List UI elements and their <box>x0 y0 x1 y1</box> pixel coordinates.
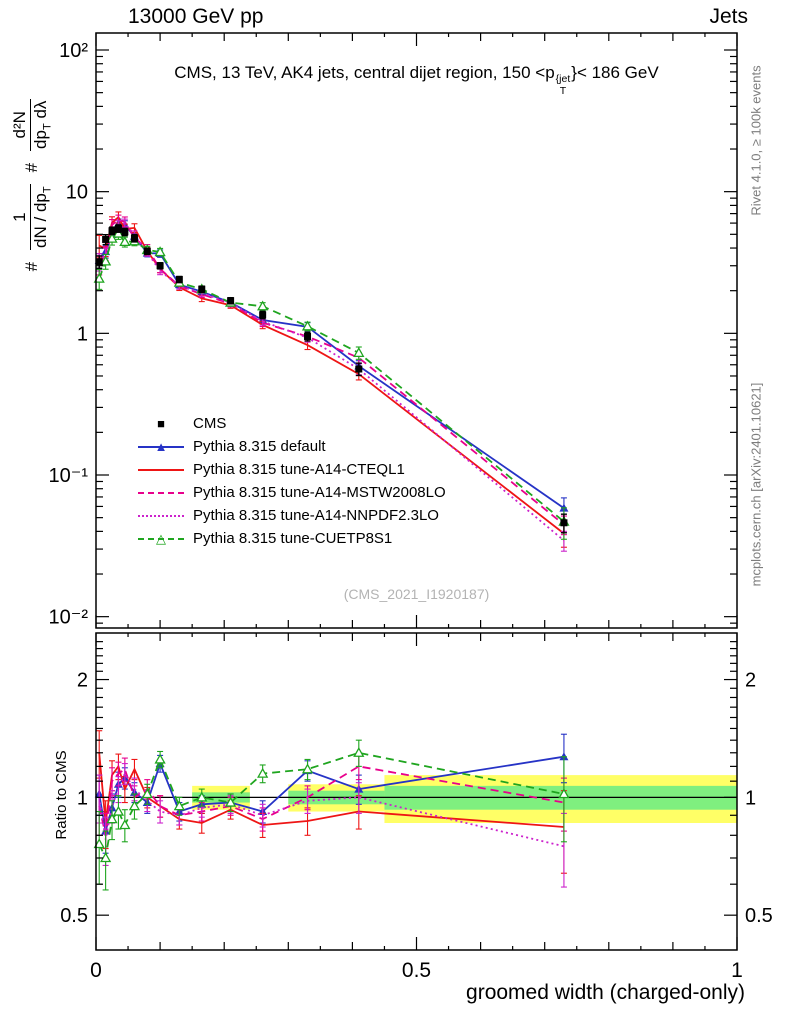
cuetp8s1-swatch: △ <box>138 531 184 547</box>
svg-text:10: 10 <box>66 182 88 204</box>
cms-marker-swatch: ■ <box>138 416 184 432</box>
ylabel-fraction-1: 1 dN / dpT <box>10 184 54 250</box>
legend: ■ CMS ▲ Pythia 8.315 default Pythia 8.31… <box>138 412 446 550</box>
plot-title-pre: CMS, 13 TeV, AK4 jets, central dijet reg… <box>174 63 555 82</box>
legend-line-icon <box>138 445 184 448</box>
beam-energy-label: 13000 GeV pp <box>128 5 264 28</box>
ylabel-den1-text: dN / dp <box>30 193 50 248</box>
svg-text:1: 1 <box>745 787 756 809</box>
legend-line-icon <box>138 537 184 540</box>
svg-text:10⁻¹: 10⁻¹ <box>49 465 89 487</box>
ylabel-den2-sub: T <box>41 123 54 131</box>
ylabel-hash-1: # <box>22 261 41 272</box>
a14-mstw2008lo-swatch <box>138 485 184 501</box>
ylabel-denominator-2: dpT dλ <box>29 98 54 151</box>
svg-text:0.5: 0.5 <box>745 905 773 927</box>
svg-text:10⁻²: 10⁻² <box>49 607 89 629</box>
legend-entry-pythia-default: ▲ Pythia 8.315 default <box>138 435 446 458</box>
svg-text:10²: 10² <box>59 40 88 62</box>
rivet-version-note: Rivet 4.1.0, ≥ 100k events <box>748 65 764 216</box>
legend-entry-cuetp8s1: △ Pythia 8.315 tune-CUETP8S1 <box>138 527 446 550</box>
svg-text:0.5: 0.5 <box>60 905 88 927</box>
a14-nnpdf23lo-swatch <box>138 508 184 524</box>
pythia-default-swatch: ▲ <box>138 439 184 455</box>
svg-text:0.5: 0.5 <box>402 959 431 982</box>
x-axis-title: groomed width (charged-only) <box>466 981 745 1004</box>
svg-text:2: 2 <box>77 670 88 692</box>
legend-entry-a14-nnpdf23lo: Pythia 8.315 tune-A14-NNPDF2.3LO <box>138 504 446 527</box>
plot-title-post: }< 186 GeV <box>571 63 659 82</box>
ylabel-den2-text2: dλ <box>30 100 50 124</box>
svg-text:1: 1 <box>77 787 88 809</box>
legend-entry-a14-mstw2008lo: Pythia 8.315 tune-A14-MSTW2008LO <box>138 481 446 504</box>
legend-label-pythia-default: Pythia 8.315 default <box>193 438 326 455</box>
analysis-id-watermark: (CMS_2021_I1920187) <box>343 586 490 602</box>
svg-text:0: 0 <box>90 959 102 982</box>
pt-jet-supsub: {jet T <box>556 74 571 96</box>
square-marker-icon: ■ <box>157 415 165 431</box>
legend-entry-cms: ■ CMS <box>138 412 446 435</box>
plot-title-sub: T <box>559 84 567 97</box>
svg-text:1: 1 <box>731 959 743 982</box>
legend-label-cuetp8s1: Pythia 8.315 tune-CUETP8S1 <box>193 530 393 547</box>
ylabel-numerator-1: 1 <box>10 212 30 222</box>
plot-title-sup: {jet <box>555 73 571 85</box>
legend-label-a14-cteql1: Pythia 8.315 tune-A14-CTEQL1 <box>193 461 405 478</box>
ylabel-hash-2: # <box>22 162 41 173</box>
svg-text:1: 1 <box>77 323 88 345</box>
y-axis-label: # 1 dN / dpT # d²N dpT dλ <box>5 40 59 330</box>
legend-entry-a14-cteql1: Pythia 8.315 tune-A14-CTEQL1 <box>138 458 446 481</box>
ylabel-fraction-2: d²N dpT dλ <box>10 98 54 151</box>
legend-line-icon <box>138 468 184 471</box>
svg-text:2: 2 <box>745 670 756 692</box>
a14-cteql1-swatch <box>138 462 184 478</box>
legend-label-a14-nnpdf23lo: Pythia 8.315 tune-A14-NNPDF2.3LO <box>193 507 439 524</box>
ylabel-denominator-1: dN / dpT <box>29 184 54 250</box>
ylabel-den1-sub: T <box>41 186 54 194</box>
plot-title: CMS, 13 TeV, AK4 jets, central dijet reg… <box>96 63 737 96</box>
legend-label-cms: CMS <box>193 415 227 432</box>
mcplots-reference-note: mcplots.cern.ch [arXiv:2401.10621] <box>748 382 764 587</box>
ratio-axis-label: Ratio to CMS <box>53 750 70 840</box>
legend-line-icon <box>138 491 184 494</box>
triangle-marker-icon: ▲ <box>154 438 168 454</box>
process-label: Jets <box>709 5 748 28</box>
open-triangle-marker-icon: △ <box>156 530 166 546</box>
ylabel-numerator-2: d²N <box>10 111 30 139</box>
ylabel-den2-text: dp <box>30 130 50 149</box>
legend-label-a14-mstw2008lo: Pythia 8.315 tune-A14-MSTW2008LO <box>193 484 446 501</box>
legend-line-icon <box>138 514 184 517</box>
